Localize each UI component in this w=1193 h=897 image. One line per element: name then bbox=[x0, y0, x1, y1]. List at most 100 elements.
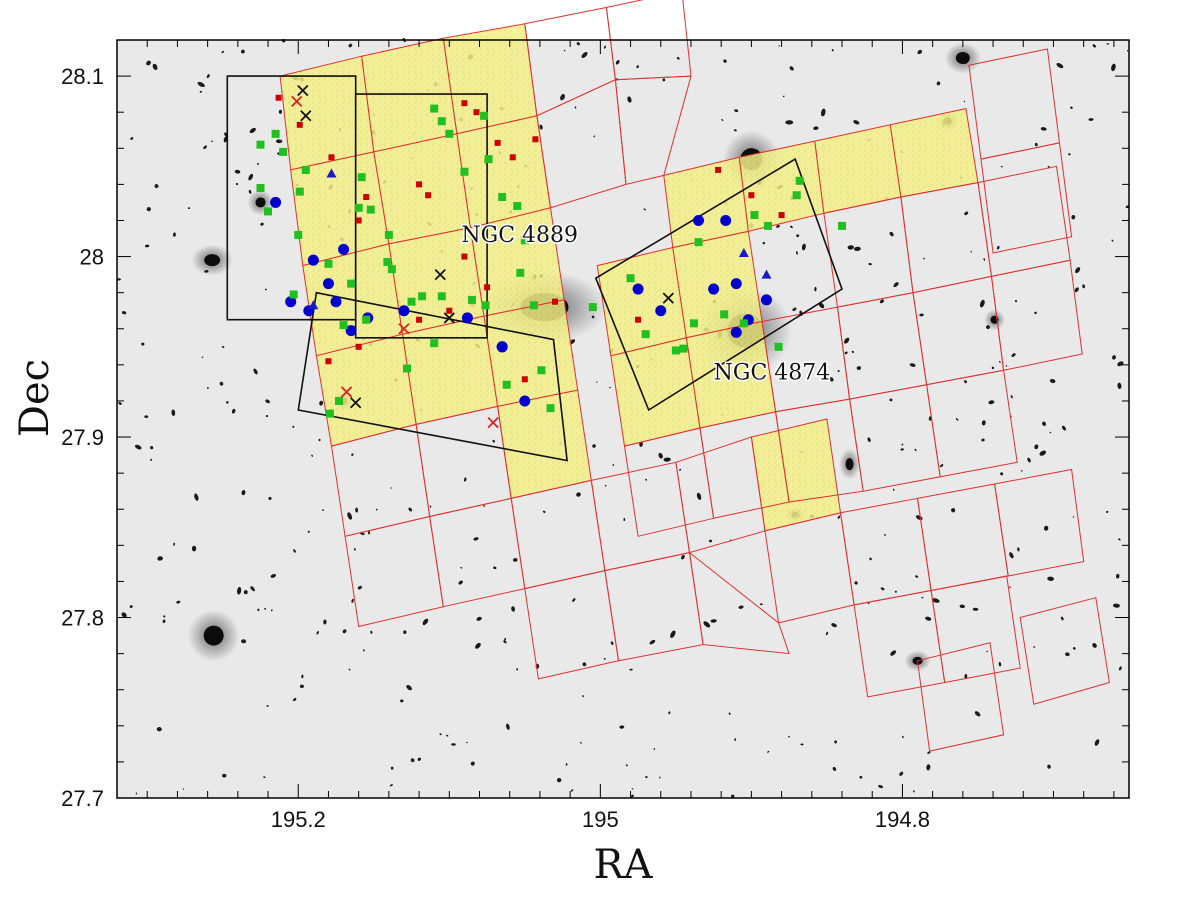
data-point-square bbox=[324, 259, 333, 268]
data-point-circle bbox=[461, 312, 473, 324]
background-source bbox=[663, 457, 671, 462]
data-point-square bbox=[445, 129, 454, 138]
background-source bbox=[604, 45, 606, 49]
data-point-circle bbox=[330, 296, 342, 308]
background-source bbox=[974, 711, 981, 717]
background-source bbox=[936, 81, 941, 86]
background-source bbox=[355, 507, 359, 513]
background-source bbox=[257, 608, 260, 612]
background-source bbox=[565, 763, 568, 766]
background-source bbox=[645, 478, 648, 481]
background-source bbox=[560, 94, 565, 101]
data-point-small-square bbox=[425, 192, 432, 199]
background-source bbox=[837, 515, 841, 519]
background-source bbox=[194, 493, 199, 501]
data-point-square bbox=[588, 303, 597, 312]
background-source bbox=[917, 49, 923, 55]
y-tick-label: 27.7 bbox=[61, 786, 104, 811]
background-source bbox=[235, 182, 239, 186]
background-source bbox=[354, 548, 356, 551]
data-point-square bbox=[641, 330, 650, 339]
background-source bbox=[1010, 395, 1013, 399]
data-point-square bbox=[546, 404, 555, 413]
background-source bbox=[563, 49, 566, 52]
background-source bbox=[503, 640, 507, 644]
plot-frame bbox=[116, 39, 1130, 799]
background-source bbox=[263, 776, 266, 778]
background-source bbox=[844, 351, 848, 355]
data-point-triangle bbox=[761, 269, 772, 279]
background-source bbox=[299, 684, 304, 689]
data-point-cross bbox=[662, 292, 674, 304]
background-source bbox=[889, 231, 894, 237]
background-source bbox=[1094, 739, 1100, 746]
background-source bbox=[676, 56, 680, 60]
data-point-square bbox=[720, 310, 729, 319]
hst-field-outline bbox=[926, 369, 1018, 478]
data-point-square bbox=[357, 173, 366, 182]
background-source bbox=[603, 657, 606, 660]
background-source bbox=[348, 668, 351, 671]
background-source bbox=[268, 496, 272, 501]
background-source bbox=[832, 766, 837, 771]
background-source bbox=[473, 537, 479, 541]
background-source bbox=[318, 438, 321, 442]
background-source bbox=[1040, 127, 1047, 131]
data-point-square bbox=[774, 342, 783, 351]
data-point-square bbox=[294, 230, 303, 239]
background-source bbox=[1005, 365, 1008, 367]
background-source bbox=[734, 738, 737, 741]
hst-field-outline bbox=[930, 575, 1021, 684]
background-source bbox=[451, 743, 456, 746]
background-source bbox=[429, 505, 432, 508]
background-source bbox=[248, 173, 254, 181]
data-point-square bbox=[516, 268, 525, 277]
data-point-small-square bbox=[325, 358, 332, 365]
background-source bbox=[963, 380, 967, 384]
data-point-square bbox=[430, 339, 439, 348]
background-source bbox=[792, 307, 797, 312]
background-source bbox=[1056, 62, 1064, 69]
black-box-outline bbox=[297, 291, 569, 462]
background-source bbox=[894, 590, 897, 593]
background-source bbox=[901, 443, 904, 446]
background-source bbox=[241, 489, 246, 496]
background-source bbox=[728, 712, 731, 715]
data-point-small-square bbox=[494, 139, 501, 146]
background-source bbox=[301, 674, 304, 679]
bright-galaxy bbox=[255, 197, 266, 208]
background-source bbox=[265, 414, 269, 418]
data-point-cross bbox=[350, 397, 362, 409]
data-point-square bbox=[301, 165, 310, 174]
x-tick-label: 194.8 bbox=[875, 807, 930, 832]
background-source bbox=[1011, 353, 1016, 357]
background-source bbox=[556, 777, 562, 783]
background-source bbox=[931, 598, 940, 603]
background-source bbox=[631, 788, 634, 790]
background-source bbox=[998, 662, 1002, 667]
galaxy-name-label: NGC 4889 bbox=[461, 223, 578, 248]
data-point-circle bbox=[322, 278, 334, 290]
background-source bbox=[831, 49, 834, 52]
background-source bbox=[582, 662, 587, 667]
background-source bbox=[293, 549, 296, 553]
background-source bbox=[144, 415, 149, 419]
data-point-cross bbox=[434, 268, 446, 281]
x-tick-label: 195.2 bbox=[271, 807, 326, 832]
hst-field-imaged bbox=[750, 418, 842, 532]
x-axis-title: RA bbox=[593, 842, 653, 888]
background-source bbox=[1043, 525, 1049, 531]
background-source bbox=[580, 741, 582, 744]
background-source bbox=[410, 758, 415, 763]
background-source bbox=[511, 606, 516, 612]
background-source bbox=[226, 401, 229, 404]
data-point-small-square bbox=[532, 136, 539, 143]
background-source bbox=[135, 792, 138, 795]
data-point-square bbox=[407, 297, 416, 306]
background-source bbox=[1075, 267, 1081, 274]
background-source bbox=[899, 771, 904, 776]
data-point-small-square bbox=[275, 94, 282, 101]
background-source bbox=[1105, 510, 1109, 513]
background-source bbox=[856, 366, 861, 370]
background-source bbox=[347, 512, 353, 520]
